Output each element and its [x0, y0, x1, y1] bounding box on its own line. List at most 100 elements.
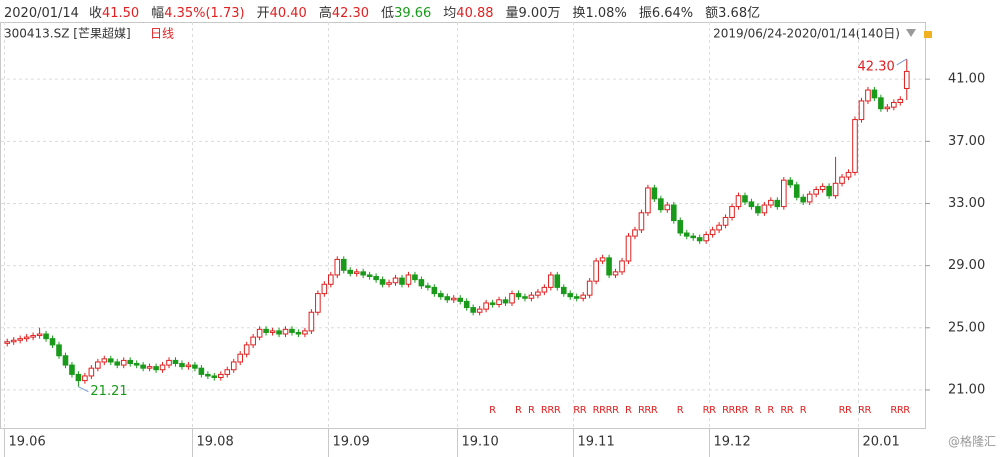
quote-value: 41.50: [101, 6, 140, 21]
quote-item: 额3.68亿: [697, 6, 762, 21]
candle-body: [243, 344, 250, 355]
dropdown-icon[interactable]: [906, 29, 916, 37]
quote-value: 39.66: [394, 6, 432, 21]
x-tick-label: 20.01: [863, 435, 900, 450]
candle-body: [677, 220, 684, 234]
candle-body: [748, 201, 755, 208]
candle-body: [612, 271, 619, 276]
quote-item: 低39.66: [373, 6, 433, 21]
period: 日线: [150, 27, 174, 41]
candle-body: [224, 369, 231, 375]
candle-body: [418, 279, 425, 287]
candle-body: [683, 232, 690, 237]
candle-body: [878, 97, 884, 110]
r-flag: R: [593, 405, 600, 416]
candle-body: [703, 234, 709, 242]
quote-label: 高: [318, 6, 332, 21]
candle-body: [353, 271, 360, 274]
r-flag: R: [897, 405, 904, 416]
candle-body: [819, 185, 826, 190]
r-flag: R: [742, 405, 749, 416]
candle-body: [211, 375, 218, 379]
r-flag: R: [612, 405, 619, 416]
candle-body: [438, 293, 444, 298]
quote-value: 40.40: [269, 6, 307, 21]
r-flag: R: [547, 405, 554, 416]
candle-body: [269, 330, 276, 333]
max-pointer: [896, 58, 908, 66]
y-tick-label: 25.00: [948, 320, 985, 335]
quote-item: 振6.64%: [631, 6, 695, 21]
candle-body: [832, 182, 839, 197]
candle-body: [185, 364, 192, 368]
candle-body: [554, 274, 561, 288]
candle-body: [308, 311, 315, 332]
quote-label: 量: [505, 6, 519, 21]
x-tick-label: 19.12: [714, 435, 751, 450]
r-flag: R: [638, 405, 645, 416]
candle-body: [619, 260, 625, 273]
r-flag: R: [625, 405, 632, 416]
min-label: 21.21: [90, 384, 127, 399]
r-flag: R: [903, 405, 910, 416]
candle-body: [289, 328, 295, 333]
r-flag: R: [839, 405, 846, 416]
y-tick-label: 41.00: [948, 72, 985, 87]
candle-body: [127, 359, 133, 365]
candle-body: [431, 286, 438, 295]
candle-body: [250, 336, 256, 346]
candle-body: [237, 353, 244, 363]
candle-body: [593, 260, 599, 282]
candle-body: [295, 331, 302, 335]
candle-body: [146, 366, 153, 369]
candle-body: [483, 302, 489, 310]
candle-body: [205, 373, 211, 377]
candle-body: [444, 296, 451, 301]
candle-body: [276, 330, 282, 335]
candle-body: [865, 89, 871, 102]
candle-body: [768, 199, 774, 206]
r-flag: R: [845, 405, 852, 416]
r-flag: R: [651, 405, 658, 416]
candle-body: [166, 359, 172, 366]
candle-body: [845, 171, 852, 178]
candle-body: [379, 279, 386, 285]
y-tick-label: 33.00: [948, 196, 985, 211]
quote-label: 振: [638, 6, 652, 21]
candle-body: [781, 179, 787, 208]
candle-body: [172, 359, 179, 365]
candle-body: [450, 297, 457, 301]
r-flag: R: [677, 405, 684, 416]
r-flag: R: [890, 405, 897, 416]
candle-body: [573, 296, 580, 299]
r-flag: R: [787, 405, 794, 416]
candle-body: [140, 364, 146, 369]
candle-body: [282, 328, 289, 335]
candle-body: [476, 308, 483, 313]
candle-body: [871, 89, 878, 99]
candle-body: [658, 198, 664, 211]
candle-body: [599, 257, 606, 262]
candle-body: [826, 185, 832, 197]
candle-body: [366, 274, 373, 278]
candle-body: [541, 286, 548, 293]
r-flag: R: [729, 405, 736, 416]
r-flag: R: [754, 405, 761, 416]
lock-icon[interactable]: [924, 31, 932, 38]
candle-body: [10, 339, 17, 343]
r-flag: R: [528, 405, 535, 416]
x-tick-label: 19.11: [578, 435, 615, 450]
candle-body: [742, 195, 748, 203]
candle-body: [496, 299, 502, 305]
candle-body: [632, 229, 638, 237]
r-flag: R: [606, 405, 613, 416]
candle-body: [839, 176, 845, 184]
r-flag: R: [554, 405, 561, 416]
candle-body: [586, 280, 593, 296]
quote-label: 开: [256, 6, 270, 21]
candle-body: [302, 330, 308, 335]
r-flag: R: [644, 405, 651, 416]
quote-item: 开40.40: [249, 6, 309, 21]
quote-item: 收41.50: [81, 6, 141, 21]
r-flag: R: [709, 405, 716, 416]
